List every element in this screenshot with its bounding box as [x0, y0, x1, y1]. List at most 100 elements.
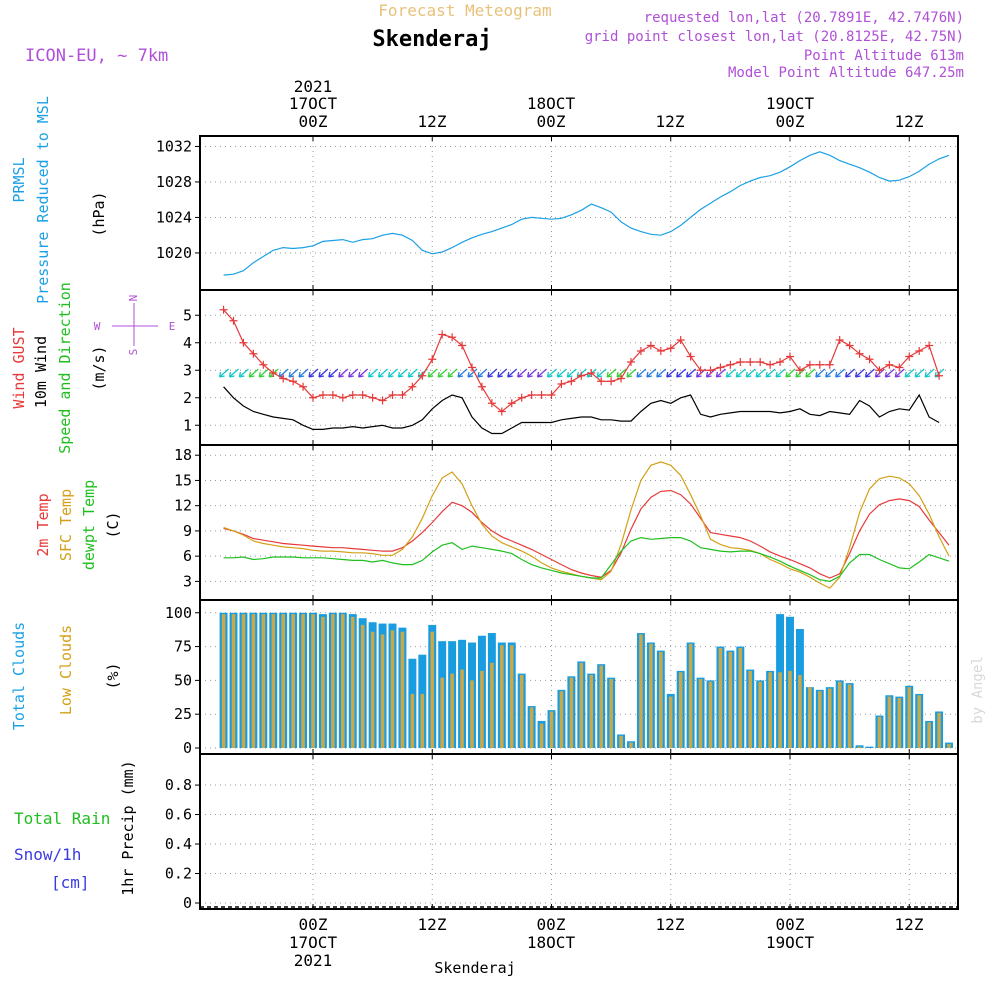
- temp-ylabel-2m: 2m Temp: [34, 493, 52, 556]
- wind-direction-arrow: [318, 368, 329, 378]
- wind-direction-arrow: [228, 368, 239, 378]
- precip-ytick-label: 0.4: [165, 835, 192, 853]
- top-noon-label-1: 12Z: [656, 112, 685, 131]
- wind-direction-arrow: [536, 368, 547, 378]
- low-cloud-bar: [321, 616, 325, 748]
- wind-direction-arrow: [407, 368, 418, 378]
- bottom-noon-label-2: 12Z: [895, 915, 924, 934]
- low-cloud-bar: [818, 691, 822, 748]
- gust-marker: [537, 391, 546, 399]
- low-cloud-bar: [301, 614, 305, 748]
- low-cloud-bar: [390, 630, 395, 748]
- compass-w-label: W: [94, 320, 101, 333]
- wind-direction-arrow: [805, 368, 816, 378]
- low-cloud-bar: [529, 707, 534, 748]
- wind-direction-arrow: [328, 368, 339, 378]
- low-cloud-bar: [917, 695, 921, 748]
- bottom-date-label-2: 19OCT: [766, 933, 815, 952]
- wind-direction-arrow: [785, 368, 796, 378]
- top-noon-label-2: 12Z: [895, 112, 924, 131]
- wind-direction-arrow: [904, 368, 915, 378]
- bottom-noon-label-0: 12Z: [418, 915, 447, 934]
- wind-direction-arrow: [775, 368, 786, 378]
- wind-direction-arrow: [348, 368, 359, 378]
- clouds-ytick-label: 0: [183, 739, 192, 757]
- gust-marker: [497, 407, 506, 416]
- gust-marker: [368, 393, 377, 402]
- low-cloud-bar: [380, 634, 385, 748]
- wind-ylabel-gust: Wind GUST: [10, 327, 28, 408]
- low-cloud-bar: [937, 712, 941, 748]
- low-cloud-bar: [808, 687, 812, 748]
- low-cloud-bar: [947, 743, 951, 748]
- top-date-label-2: 19OCT: [766, 94, 815, 113]
- gust-marker: [567, 377, 576, 386]
- low-cloud-bar: [440, 677, 444, 748]
- gust-marker: [239, 338, 248, 347]
- gust-marker: [358, 391, 367, 399]
- wind-direction-arrow: [556, 368, 567, 378]
- gust-marker: [418, 371, 427, 380]
- top-date-label-0: 17OCT: [289, 94, 338, 113]
- gust-marker: [487, 399, 496, 408]
- temperature-ytick-label: 6: [183, 547, 192, 565]
- chart-title-location: Skenderaj: [372, 27, 491, 52]
- pressure-ytick-label: 1032: [156, 137, 192, 155]
- low-cloud-bar: [748, 670, 753, 748]
- precip-ylabel: Total Rain Snow/1h [cm] 1hr Precip (mm): [14, 760, 137, 895]
- bottom-hour-label-2: 00Z: [776, 915, 805, 934]
- gust-marker: [438, 330, 447, 339]
- low-cloud-bar: [718, 647, 723, 748]
- wind-direction-arrow: [715, 368, 726, 378]
- wind-direction-arrow: [745, 368, 756, 378]
- wind-direction-arrow: [517, 368, 528, 378]
- low-cloud-bar: [549, 711, 554, 748]
- pressure-ytick-label: 1024: [156, 208, 192, 226]
- low-cloud-bar: [619, 735, 623, 748]
- prmsl-line: [223, 151, 950, 276]
- precip-ylabel-snow: Snow/1h: [14, 845, 81, 864]
- 10m-wind-line: [223, 386, 940, 435]
- top-hour-label-1: 00Z: [537, 112, 566, 131]
- compass-rose: N S W E: [94, 295, 176, 356]
- bottom-hour-label-1: 00Z: [537, 915, 566, 934]
- low-cloud-bar: [788, 670, 792, 748]
- clouds-ytick-label: 50: [174, 671, 192, 689]
- bottom-noon-label-1: 12Z: [656, 915, 685, 934]
- temp-ylabel-dewpt: dewpt Temp: [80, 480, 98, 570]
- low-cloud-bar: [331, 614, 335, 748]
- total-cloud-bar: [865, 746, 874, 748]
- wind-direction-arrow: [636, 368, 647, 378]
- gust-marker: [905, 352, 914, 361]
- gust-marker: [269, 369, 278, 377]
- gust-marker: [289, 377, 298, 386]
- gust-marker: [328, 391, 337, 399]
- wind-direction-arrow: [447, 368, 458, 378]
- wind-direction-arrow: [377, 368, 388, 378]
- wind-ylabel-speed: Speed and Direction: [56, 282, 74, 454]
- low-cloud-bar: [281, 614, 285, 748]
- low-cloud-bar: [500, 645, 504, 748]
- gust-marker: [696, 366, 705, 375]
- gust-marker: [706, 366, 715, 375]
- low-cloud-bar: [649, 643, 653, 748]
- wind-direction-arrow: [397, 368, 408, 378]
- gust-marker: [299, 382, 308, 391]
- low-cloud-bar: [659, 651, 663, 748]
- wind-direction-arrow: [676, 368, 687, 378]
- low-cloud-bar: [430, 631, 435, 748]
- wind-ytick-label: 5: [183, 306, 192, 324]
- pressure-ytick-label: 1028: [156, 173, 192, 191]
- low-cloud-bar: [231, 614, 236, 748]
- low-cloud-bar: [887, 696, 892, 748]
- low-cloud-bar: [539, 723, 544, 748]
- bottom-year-label-0: 2021: [294, 951, 333, 970]
- gust-marker: [786, 352, 794, 361]
- wind-direction-arrow: [854, 368, 865, 378]
- gust-marker: [597, 377, 606, 386]
- compass-n-label: N: [127, 295, 140, 302]
- low-cloud-bar: [480, 670, 484, 748]
- gust-marker: [577, 371, 586, 380]
- wind-direction-arrow: [338, 368, 349, 378]
